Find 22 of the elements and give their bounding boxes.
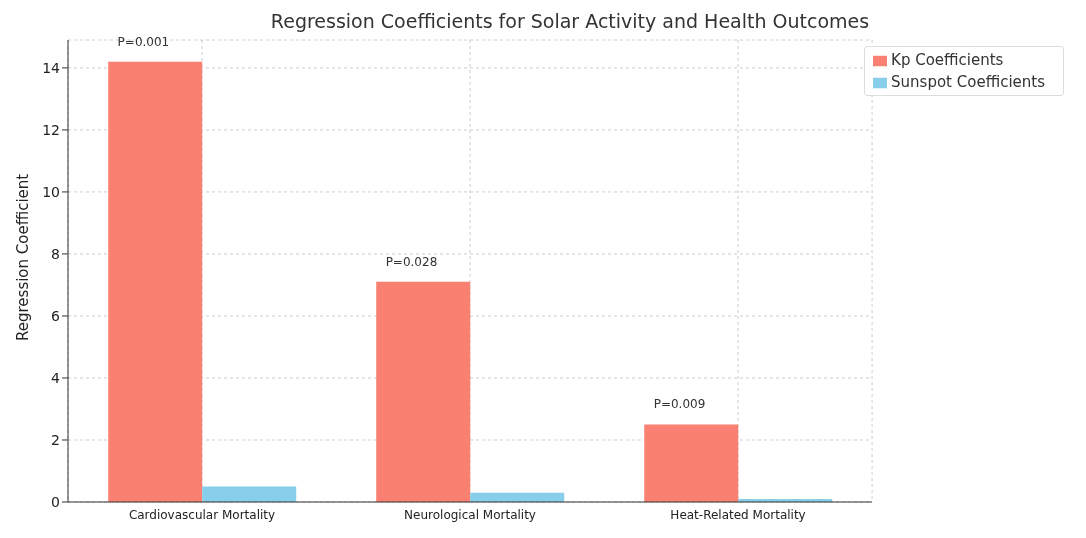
y-tick-label: 14 bbox=[42, 59, 61, 76]
x-tick-label: Heat-Related Mortality bbox=[670, 507, 806, 522]
y-axis-title: Regression Coefficient bbox=[14, 173, 33, 341]
y-tick-label: 8 bbox=[51, 245, 60, 262]
y-tick-label: 10 bbox=[42, 183, 60, 200]
legend-label: Sunspot Coefficients bbox=[891, 73, 1045, 91]
y-tick-label: 4 bbox=[51, 369, 61, 386]
y-tick-label: 12 bbox=[42, 121, 60, 138]
x-tick-label: Cardiovascular Mortality bbox=[128, 507, 276, 522]
y-tick-label: 0 bbox=[51, 493, 60, 510]
bar bbox=[108, 61, 203, 502]
bar bbox=[202, 486, 297, 502]
chart-title: Regression Coefficients for Solar Activity and Health Outcomes bbox=[269, 10, 871, 32]
y-tick-label: 6 bbox=[51, 307, 61, 324]
annotation: P=0.009 bbox=[653, 397, 706, 412]
bar bbox=[376, 281, 471, 502]
annotation: P=0.001 bbox=[117, 34, 170, 49]
x-tick-label: Neurological Mortality bbox=[404, 507, 536, 522]
annotation: P=0.028 bbox=[385, 254, 438, 269]
y-tick-label: 2 bbox=[51, 431, 60, 448]
legend-label: Kp Coefficients bbox=[891, 51, 1004, 69]
bar bbox=[644, 424, 739, 502]
